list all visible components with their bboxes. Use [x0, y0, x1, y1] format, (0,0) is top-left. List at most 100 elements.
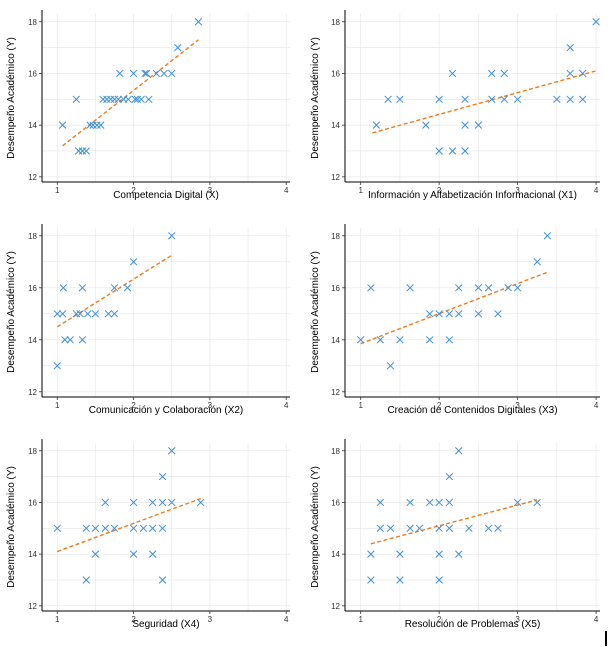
- data-point: [533, 258, 541, 266]
- x-tick-label: 1: [358, 401, 363, 410]
- data-point: [445, 310, 454, 318]
- data-point: [194, 18, 203, 26]
- y-tick-label: 16: [28, 284, 37, 293]
- data-point: [129, 69, 138, 78]
- y-tick-label: 18: [331, 447, 340, 456]
- data-point: [53, 362, 61, 370]
- x-tick-label: 2: [131, 186, 136, 195]
- trend-line: [360, 271, 548, 345]
- data-point: [384, 95, 392, 103]
- data-point: [422, 121, 430, 129]
- data-point: [435, 310, 443, 318]
- data-point: [543, 232, 552, 240]
- data-point: [494, 524, 502, 532]
- data-point: [474, 284, 483, 292]
- y-axis-label: Desempeño Académico (Y): [310, 251, 321, 373]
- data-point: [376, 498, 385, 507]
- x-tick-label: 3: [515, 615, 520, 624]
- y-tick-label: 14: [28, 550, 37, 559]
- data-point: [386, 362, 395, 370]
- data-point: [396, 336, 404, 344]
- data-point: [367, 550, 375, 558]
- x-tick-label: 3: [208, 401, 213, 410]
- data-point: [148, 524, 157, 532]
- y-tick-label: 16: [331, 284, 340, 293]
- x-tick-label: 4: [284, 401, 289, 410]
- y-tick-label: 16: [331, 69, 340, 78]
- x-tick-label: 2: [437, 401, 442, 410]
- x-tick-label: 3: [208, 186, 213, 195]
- data-point: [84, 310, 92, 318]
- data-point: [484, 284, 493, 292]
- data-point: [579, 69, 587, 78]
- data-point: [53, 310, 61, 318]
- y-tick-label: 12: [331, 173, 340, 182]
- y-tick-label: 14: [28, 336, 37, 345]
- data-point: [59, 284, 68, 292]
- data-point: [97, 121, 105, 129]
- y-tick-label: 18: [28, 232, 37, 241]
- data-point: [415, 524, 424, 532]
- data-point: [500, 95, 508, 103]
- data-point: [168, 498, 176, 507]
- trend-line: [56, 254, 173, 328]
- data-point: [435, 147, 443, 155]
- data-point: [372, 121, 381, 129]
- data-point: [445, 472, 454, 481]
- data-point: [579, 95, 587, 103]
- y-tick-label: 14: [331, 336, 340, 345]
- data-point: [129, 498, 138, 507]
- data-point: [406, 498, 414, 507]
- data-point: [116, 69, 124, 78]
- x-axis-label: Información y Alfabetización Informacion…: [368, 190, 577, 201]
- x-tick-label: 4: [594, 186, 599, 195]
- x-tick-label: 4: [284, 186, 289, 195]
- x-tick-label: 3: [208, 615, 213, 624]
- data-point: [160, 69, 168, 78]
- data-point: [168, 447, 176, 455]
- data-point: [386, 524, 395, 532]
- data-point: [435, 550, 443, 558]
- data-point: [104, 310, 113, 318]
- x-tick-label: 1: [55, 615, 60, 624]
- data-point: [455, 447, 463, 455]
- data-point: [455, 550, 463, 558]
- x-axis-label: Comunicación y Colaboración (X2): [89, 405, 244, 416]
- data-point: [197, 498, 205, 507]
- data-point: [396, 95, 404, 103]
- data-point: [448, 147, 457, 155]
- data-point: [168, 232, 176, 240]
- data-point: [484, 524, 493, 532]
- x-tick-label: 3: [515, 401, 520, 410]
- data-point: [91, 524, 100, 532]
- data-point: [566, 43, 574, 52]
- data-point: [465, 524, 473, 532]
- data-point: [376, 524, 385, 532]
- data-point: [152, 69, 161, 78]
- data-point: [148, 498, 157, 507]
- data-point: [129, 524, 138, 532]
- data-point: [91, 310, 100, 318]
- data-point: [158, 472, 167, 481]
- y-tick-label: 12: [28, 602, 37, 611]
- data-point: [101, 524, 110, 532]
- x-tick-label: 1: [358, 186, 363, 195]
- data-point: [426, 498, 434, 507]
- data-point: [129, 550, 138, 558]
- y-tick-label: 12: [28, 388, 37, 397]
- y-tick-label: 18: [28, 18, 37, 27]
- y-tick-label: 18: [28, 447, 37, 456]
- x-axis-label: Competencia Digital (X): [113, 190, 219, 201]
- data-point: [110, 284, 119, 292]
- x-tick-label: 2: [437, 186, 442, 195]
- data-point: [174, 43, 182, 52]
- x-axis-label: Seguridad (X4): [132, 619, 199, 630]
- data-point: [58, 121, 67, 129]
- y-tick-label: 12: [331, 388, 340, 397]
- data-point: [435, 95, 443, 103]
- data-point: [158, 498, 167, 507]
